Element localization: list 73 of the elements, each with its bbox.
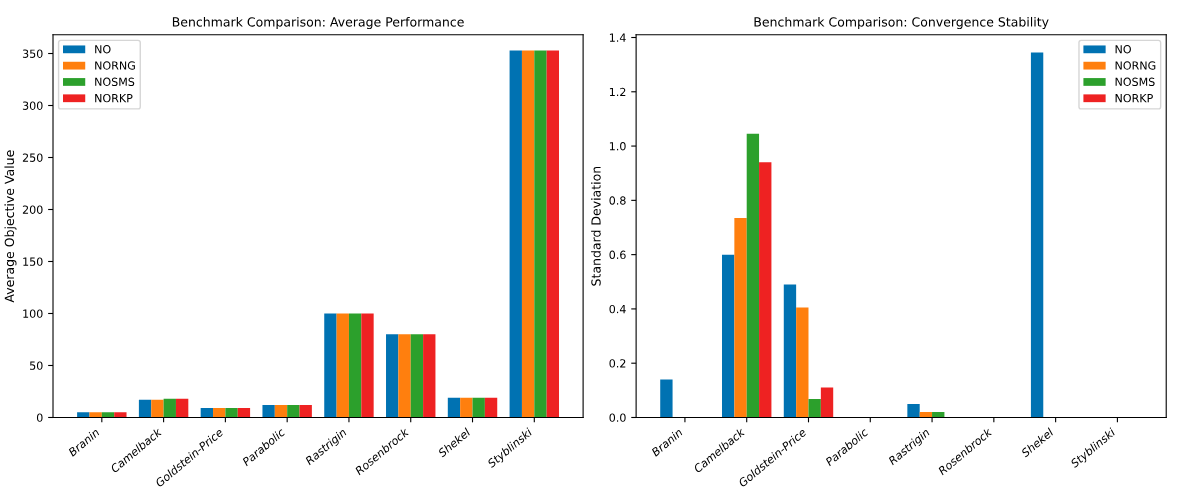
- y-tick-label: 100: [23, 309, 43, 318]
- chart-title: Benchmark Comparison: Average Performance: [172, 16, 464, 30]
- legend-label: NORNG: [1115, 61, 1156, 70]
- legend-label: NO: [95, 44, 111, 54]
- legend-label: NORNG: [95, 61, 135, 70]
- bar: [175, 398, 189, 418]
- bar: [796, 307, 809, 418]
- bar: [472, 397, 485, 418]
- bar: [361, 313, 374, 418]
- y-tick-label: 0: [36, 413, 43, 422]
- bar: [386, 334, 399, 418]
- bar: [521, 50, 535, 418]
- bar: [163, 398, 176, 418]
- bar: [101, 412, 115, 418]
- bar: [722, 254, 735, 418]
- bar: [509, 50, 522, 418]
- bar: [746, 133, 760, 418]
- y-tick-label: 0.6: [609, 250, 626, 260]
- legend-label: NOSMS: [95, 77, 135, 87]
- legend-label: NORKP: [95, 93, 133, 103]
- bar: [262, 405, 275, 418]
- y-tick-label: 1.2: [609, 87, 626, 97]
- bar: [299, 405, 312, 418]
- bar: [200, 408, 214, 418]
- bar: [398, 334, 411, 418]
- bar: [324, 313, 337, 418]
- y-axis-title: Average Objective Value: [4, 150, 17, 303]
- bar: [534, 50, 547, 418]
- y-tick-label: 300: [22, 101, 43, 110]
- y-tick-label: 200: [22, 205, 43, 214]
- bar: [348, 313, 362, 418]
- bar: [546, 50, 560, 418]
- y-tick-label: 1.4: [609, 33, 626, 42]
- y-tick-label: 1.0: [609, 142, 626, 151]
- bar: [1030, 52, 1044, 418]
- bar: [932, 412, 945, 418]
- bar: [919, 412, 933, 418]
- bar: [77, 412, 90, 418]
- legend-label: NOSMS: [1115, 77, 1155, 87]
- bar: [820, 387, 834, 418]
- bar: [734, 217, 747, 418]
- bar: [138, 399, 152, 418]
- bar: [274, 405, 288, 418]
- bar: [410, 334, 424, 418]
- bar: [759, 162, 772, 418]
- y-tick-label: 150: [23, 257, 43, 266]
- bar: [783, 284, 797, 418]
- y-tick-label: 0.0: [609, 413, 626, 422]
- y-tick-label: 250: [22, 153, 43, 162]
- y-axis-title: Standard Deviation: [591, 166, 601, 286]
- bar: [460, 397, 473, 418]
- legend-label: NO: [1115, 44, 1131, 54]
- chart-title: Benchmark Comparison: Convergence Stability: [754, 16, 1049, 30]
- bar: [237, 408, 251, 418]
- bar: [151, 399, 164, 418]
- legend-label: NORKP: [1115, 93, 1153, 103]
- y-tick-label: 0.8: [609, 196, 626, 205]
- bar: [336, 313, 349, 418]
- bar: [808, 399, 821, 418]
- y-tick-label: 350: [22, 49, 43, 58]
- y-tick-label: 0.2: [609, 359, 626, 368]
- bar: [447, 397, 461, 418]
- bar: [225, 408, 238, 418]
- bar: [660, 379, 673, 418]
- bar: [287, 405, 300, 418]
- bar: [213, 408, 226, 418]
- bar: [423, 334, 436, 418]
- bar: [907, 403, 920, 418]
- y-tick-label: 50: [30, 361, 43, 370]
- bar: [114, 412, 127, 418]
- y-tick-label: 0.4: [609, 304, 626, 314]
- bar: [89, 412, 102, 418]
- bar: [484, 397, 498, 418]
